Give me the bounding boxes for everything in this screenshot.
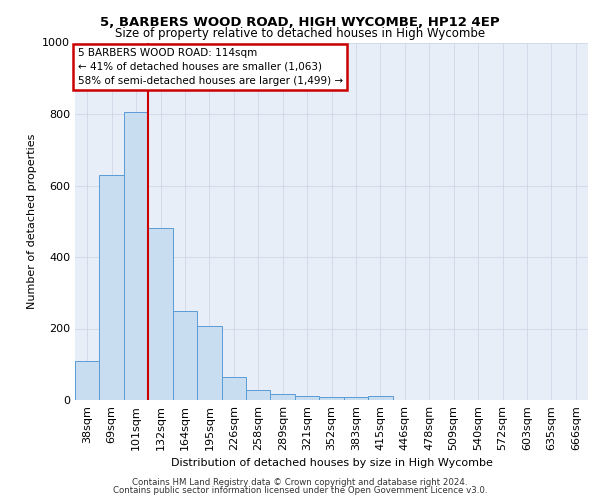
Bar: [75, 360, 100, 400]
Bar: [221, 378, 246, 400]
Text: Size of property relative to detached houses in High Wycombe: Size of property relative to detached ho…: [115, 28, 485, 40]
Bar: [124, 112, 148, 400]
Text: 5, BARBERS WOOD ROAD, HIGH WYCOMBE, HP12 4EP: 5, BARBERS WOOD ROAD, HIGH WYCOMBE, HP12…: [100, 16, 500, 29]
Bar: [173, 310, 197, 400]
X-axis label: Distribution of detached houses by size in High Wycombe: Distribution of detached houses by size …: [170, 458, 493, 468]
Text: Contains HM Land Registry data © Crown copyright and database right 2024.: Contains HM Land Registry data © Crown c…: [132, 478, 468, 487]
Bar: [148, 228, 173, 400]
Bar: [197, 326, 221, 400]
Text: Contains public sector information licensed under the Open Government Licence v3: Contains public sector information licen…: [113, 486, 487, 495]
Bar: [368, 396, 392, 400]
Bar: [344, 397, 368, 400]
Bar: [319, 397, 344, 400]
Bar: [271, 394, 295, 400]
Text: 5 BARBERS WOOD ROAD: 114sqm
← 41% of detached houses are smaller (1,063)
58% of : 5 BARBERS WOOD ROAD: 114sqm ← 41% of det…: [77, 48, 343, 86]
Bar: [246, 390, 271, 400]
Bar: [100, 175, 124, 400]
Bar: [295, 396, 319, 400]
Y-axis label: Number of detached properties: Number of detached properties: [26, 134, 37, 309]
